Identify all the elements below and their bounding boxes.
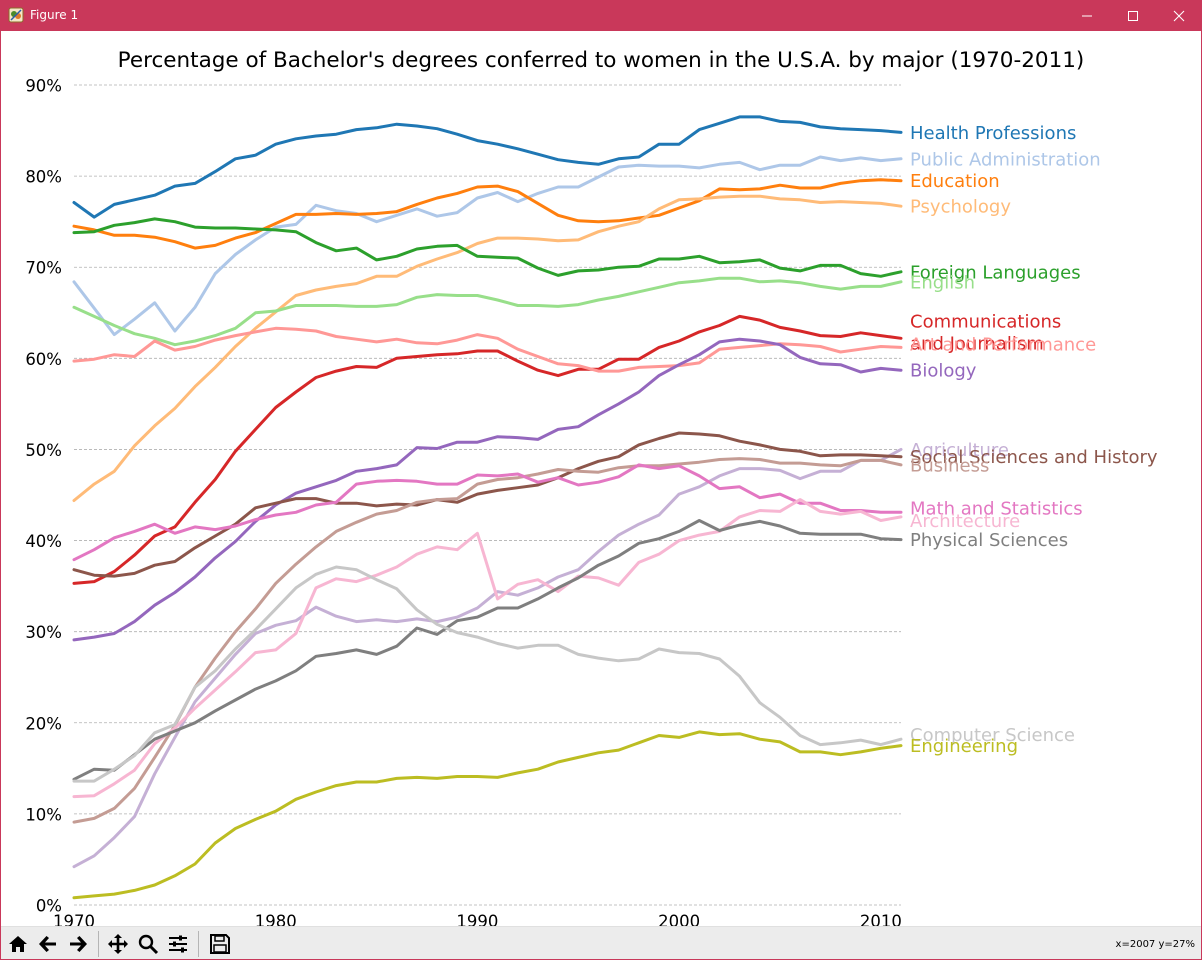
x-tick-label: 1980: [255, 912, 297, 926]
series-label: Education: [910, 171, 1000, 192]
chart-title: Percentage of Bachelor's degrees conferr…: [118, 48, 1085, 73]
series-label: Art and Performance: [910, 334, 1096, 355]
series-line[interactable]: [72, 730, 903, 900]
window-title: Figure 1: [30, 8, 79, 22]
series-label: Public Administration: [910, 149, 1101, 170]
series-label: Computer Science: [910, 725, 1075, 746]
series-label: Foreign Languages: [910, 262, 1081, 283]
series-label: Architecture: [910, 511, 1020, 532]
series-line[interactable]: [72, 337, 903, 642]
series-label: Agriculture: [910, 440, 1009, 461]
back-button[interactable]: [35, 931, 61, 957]
series-label: English: [910, 272, 975, 293]
x-tick-label: 2010: [860, 912, 902, 926]
y-tick-label: 50%: [25, 441, 62, 460]
subplots-button[interactable]: [165, 931, 191, 957]
series-label: Communications and Journalism: [910, 311, 1061, 354]
x-tick-label: 1990: [456, 912, 498, 926]
minimize-icon: [1082, 15, 1092, 16]
maximize-button[interactable]: [1110, 0, 1156, 31]
save-icon: [210, 934, 230, 954]
series-line[interactable]: [72, 498, 903, 799]
series-label: Math and Statistics: [910, 498, 1083, 519]
forward-button[interactable]: [65, 931, 91, 957]
zoom-icon: [138, 934, 159, 955]
subplots-icon: [169, 935, 187, 953]
close-button[interactable]: [1156, 0, 1202, 31]
figure-canvas: 0% 10% 20% 30% 40% 50% 60% 70% 80% 90% 1970 1980 199…: [1, 31, 1201, 959]
x-tick-label: 2000: [658, 912, 700, 926]
maximize-icon: [1128, 10, 1138, 21]
series-line[interactable]: [72, 447, 903, 869]
series-line[interactable]: [72, 565, 903, 783]
home-button[interactable]: [5, 931, 31, 957]
toolbar-separator: [98, 931, 99, 957]
zoom-button[interactable]: [135, 931, 161, 957]
close-icon: [1173, 10, 1185, 21]
navigation-toolbar: x=2007 y=27%: [1, 926, 1201, 959]
series-line[interactable]: [72, 314, 903, 585]
y-tick-label: 10%: [25, 805, 62, 824]
y-tick-label: 70%: [25, 259, 62, 278]
pan-button[interactable]: [105, 931, 131, 957]
series-label: Biology: [910, 361, 977, 382]
toolbar-separator: [198, 931, 199, 957]
series-line[interactable]: [72, 463, 903, 562]
series-line[interactable]: [72, 178, 903, 250]
x-tick-label: 1970: [53, 912, 95, 926]
series-line[interactable]: [72, 217, 903, 278]
series-line[interactable]: [72, 519, 903, 781]
series-label: Health Professions: [910, 123, 1076, 144]
series-line[interactable]: [72, 194, 903, 502]
line-chart[interactable]: 0% 10% 20% 30% 40% 50% 60% 70% 80% 90% 1970 1980 199…: [1, 31, 1201, 926]
series-line[interactable]: [72, 276, 903, 347]
cursor-coordinates: x=2007 y=27%: [1115, 939, 1195, 950]
series-line[interactable]: [72, 115, 903, 219]
series-label: Social Sciences and History: [910, 447, 1158, 468]
series-label: Business: [910, 455, 989, 476]
back-icon: [39, 936, 56, 952]
app-icon[interactable]: [8, 7, 24, 23]
series-line[interactable]: [72, 457, 903, 824]
y-tick-label: 90%: [25, 77, 62, 96]
y-tick-label: 0%: [36, 897, 62, 916]
series-line[interactable]: [72, 155, 903, 337]
y-tick-label: 20%: [25, 714, 62, 733]
title-bar: Figure 1: [0, 0, 1202, 31]
pan-icon: [108, 934, 128, 954]
series-line[interactable]: [72, 326, 903, 373]
minimize-button[interactable]: [1064, 0, 1110, 31]
series-label: Psychology: [910, 197, 1011, 218]
y-tick-label: 80%: [25, 168, 62, 187]
forward-icon: [70, 936, 87, 952]
series-label: Engineering: [910, 736, 1018, 757]
y-tick-label: 30%: [25, 623, 62, 642]
y-tick-label: 60%: [25, 350, 62, 369]
series-label: Physical Sciences: [910, 530, 1068, 551]
series-line[interactable]: [72, 431, 903, 578]
home-icon: [9, 936, 27, 952]
save-button[interactable]: [207, 931, 233, 957]
y-tick-label: 40%: [25, 532, 62, 551]
